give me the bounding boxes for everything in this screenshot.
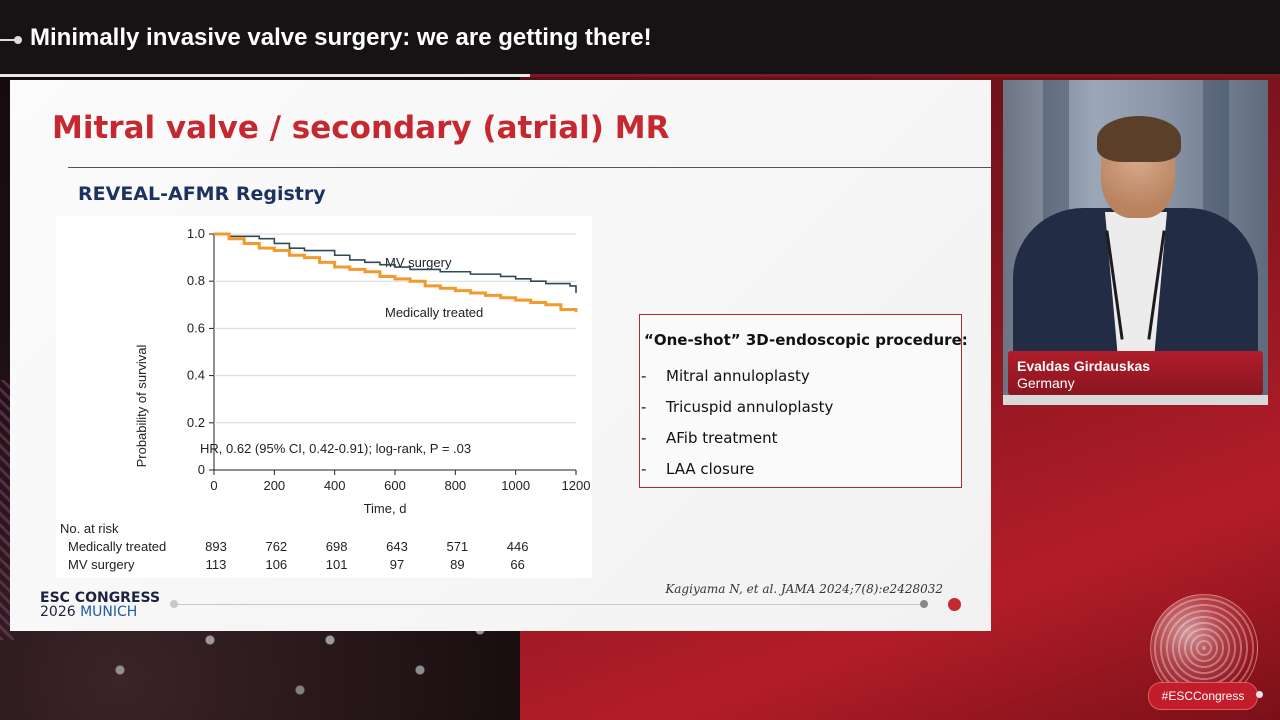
citation: Kagiyama N, et al. JAMA 2024;7(8):e24280… [665,582,943,596]
presentation-slide: Mitral valve / secondary (atrial) MR REV… [10,80,991,631]
x-axis-label: Time, d [364,501,407,516]
procedure-item: - LAA closure [641,460,755,478]
speaker-video [1003,80,1268,405]
at-risk-cell: 66 [510,557,525,572]
slide-progress-end [920,600,928,608]
y-tick-label: 0.6 [187,320,205,335]
title-underline-white [0,74,530,77]
survival-chart-svg: Probability of survival Time, d HR, 0.62… [134,226,591,516]
slide-progress-marker [948,598,961,611]
title-bar: Minimally invasive valve surgery: we are… [0,0,1280,77]
at-risk-cell: 643 [386,539,408,554]
x-tick-label: 1000 [501,478,530,493]
survival-chart: Probability of survival Time, d HR, 0.62… [56,216,592,578]
session-title: Minimally invasive valve surgery: we are… [30,24,652,51]
at-risk-row-name-surgery: MV surgery [68,557,135,572]
at-risk-row-name-medical: Medically treated [68,539,167,554]
x-tick-label: 200 [263,478,285,493]
title-bar-line [0,39,16,41]
series-line-medically-treated [214,232,578,312]
procedure-item: - Mitral annuloplasty [641,367,810,385]
title-bar-dot [14,36,22,44]
at-risk-cell: 893 [205,539,227,554]
speaker-hair [1097,116,1181,162]
legend-medically-treated: Medically treated [385,305,483,320]
procedure-item: - Tricuspid annuloplasty [641,398,834,416]
speaker-nameplate: Evaldas Girdauskas Germany [1008,351,1263,395]
logo-line2: 2026 MUNICH [40,604,138,620]
at-risk-cell: 762 [265,539,288,554]
at-risk-cell: 106 [265,557,288,572]
at-risk-cell: 97 [389,557,405,572]
y-axis-label: Probability of survival [134,344,149,467]
title-underline-red [530,74,1280,77]
at-risk-cell: 446 [506,539,529,554]
slide-subtitle: REVEAL-AFMR Registry [78,183,326,205]
at-risk-label: No. at risk [60,521,119,536]
video-footer [1003,395,1268,405]
speaker-country: Germany [1017,375,1075,391]
esc-congress-logo: ESC CONGRESS 2026 MUNICH [40,591,160,619]
procedure-heading: “One-shot” 3D-endoscopic procedure: [644,331,968,349]
x-tick-label: 600 [384,478,406,493]
y-tick-label: 0 [198,462,205,477]
procedure-box: “One-shot” 3D-endoscopic procedure: - Mit… [639,314,968,488]
logo-line1: ESC CONGRESS [40,590,161,606]
slide-title: Mitral valve / secondary (atrial) MR [52,110,670,146]
slide-progress-line [174,604,926,605]
slide-title-rule [68,167,991,168]
hashtag-badge: #ESCCongress [1148,682,1258,710]
at-risk-cell: 113 [205,557,227,572]
series-line-mv-surgery [214,233,577,293]
chart-annotation: HR, 0.62 (95% CI, 0.42-0.91); log-rank, … [200,441,471,456]
y-tick-label: 0.2 [187,415,205,430]
hashtag-dot [1256,691,1263,698]
y-tick-label: 0.4 [187,368,205,383]
speaker-name: Evaldas Girdauskas [1017,358,1151,374]
x-tick-label: 0 [210,478,217,493]
y-tick-label: 1.0 [187,226,205,241]
x-tick-label: 800 [444,478,466,493]
y-tick-label: 0.8 [187,273,205,288]
at-risk-cell: 571 [446,539,469,554]
slide-progress-start [170,600,178,608]
procedure-item: - AFib treatment [641,429,778,447]
at-risk-cell: 698 [325,539,348,554]
at-risk-cell: 89 [450,557,465,572]
x-tick-label: 400 [324,478,346,493]
x-tick-label: 1200 [562,478,591,493]
at-risk-cell: 101 [325,557,348,572]
